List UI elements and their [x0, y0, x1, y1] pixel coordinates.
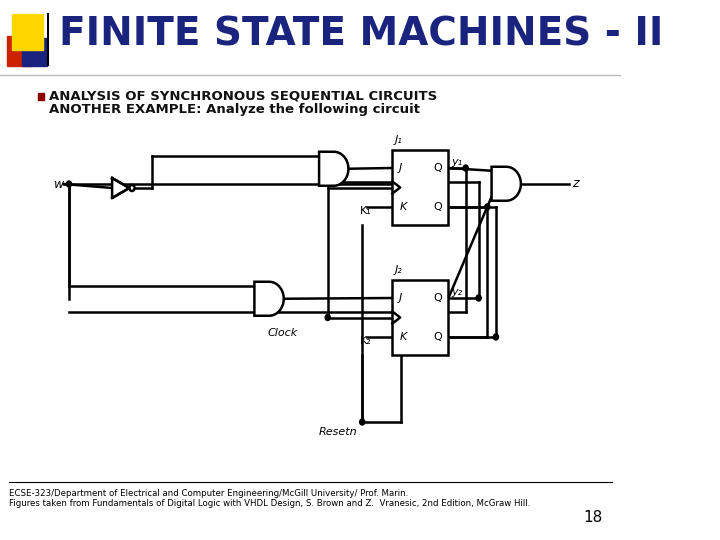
- Circle shape: [493, 334, 498, 340]
- Circle shape: [359, 419, 365, 425]
- Circle shape: [66, 181, 71, 187]
- Circle shape: [463, 165, 468, 171]
- Text: J: J: [400, 163, 402, 173]
- Text: Q: Q: [433, 293, 443, 303]
- Polygon shape: [319, 152, 348, 186]
- Text: K₁: K₁: [359, 206, 372, 216]
- Text: J₂: J₂: [395, 265, 402, 275]
- Bar: [7, 36, 31, 66]
- Polygon shape: [492, 167, 521, 201]
- Text: Clock: Clock: [267, 327, 297, 338]
- Text: K₂: K₂: [359, 336, 372, 346]
- Text: Resetn: Resetn: [319, 427, 358, 437]
- Text: J: J: [400, 293, 402, 303]
- Text: z: z: [572, 177, 578, 190]
- Text: J₁: J₁: [395, 135, 402, 145]
- Text: Q: Q: [433, 202, 443, 212]
- Bar: [392, 150, 449, 225]
- Text: Q: Q: [433, 163, 443, 173]
- Text: ECSE-323/Department of Electrical and Computer Engineering/McGill University/ Pr: ECSE-323/Department of Electrical and Co…: [9, 489, 408, 497]
- Text: ANOTHER EXAMPLE: Analyze the following circuit: ANOTHER EXAMPLE: Analyze the following c…: [49, 103, 420, 116]
- Text: 18: 18: [584, 510, 603, 525]
- Text: y₁: y₁: [451, 157, 462, 167]
- Text: K: K: [400, 202, 407, 212]
- Text: w: w: [53, 178, 63, 191]
- Circle shape: [476, 295, 481, 301]
- Bar: [38, 93, 44, 100]
- Text: ANALYSIS OF SYNCHRONOUS SEQUENTIAL CIRCUITS: ANALYSIS OF SYNCHRONOUS SEQUENTIAL CIRCU…: [49, 90, 438, 103]
- Text: Q: Q: [433, 332, 443, 342]
- Text: Figures taken from Fundamentals of Digital Logic with VHDL Design, S. Brown and : Figures taken from Fundamentals of Digit…: [9, 500, 530, 509]
- Polygon shape: [254, 282, 284, 316]
- Circle shape: [485, 204, 490, 210]
- Text: y₂: y₂: [451, 287, 462, 297]
- Bar: [22, 38, 47, 66]
- Circle shape: [325, 314, 330, 321]
- Bar: [392, 280, 449, 355]
- Text: K: K: [400, 332, 407, 342]
- Polygon shape: [112, 178, 130, 198]
- Text: FINITE STATE MACHINES - II: FINITE STATE MACHINES - II: [58, 16, 663, 54]
- Bar: [12, 14, 43, 50]
